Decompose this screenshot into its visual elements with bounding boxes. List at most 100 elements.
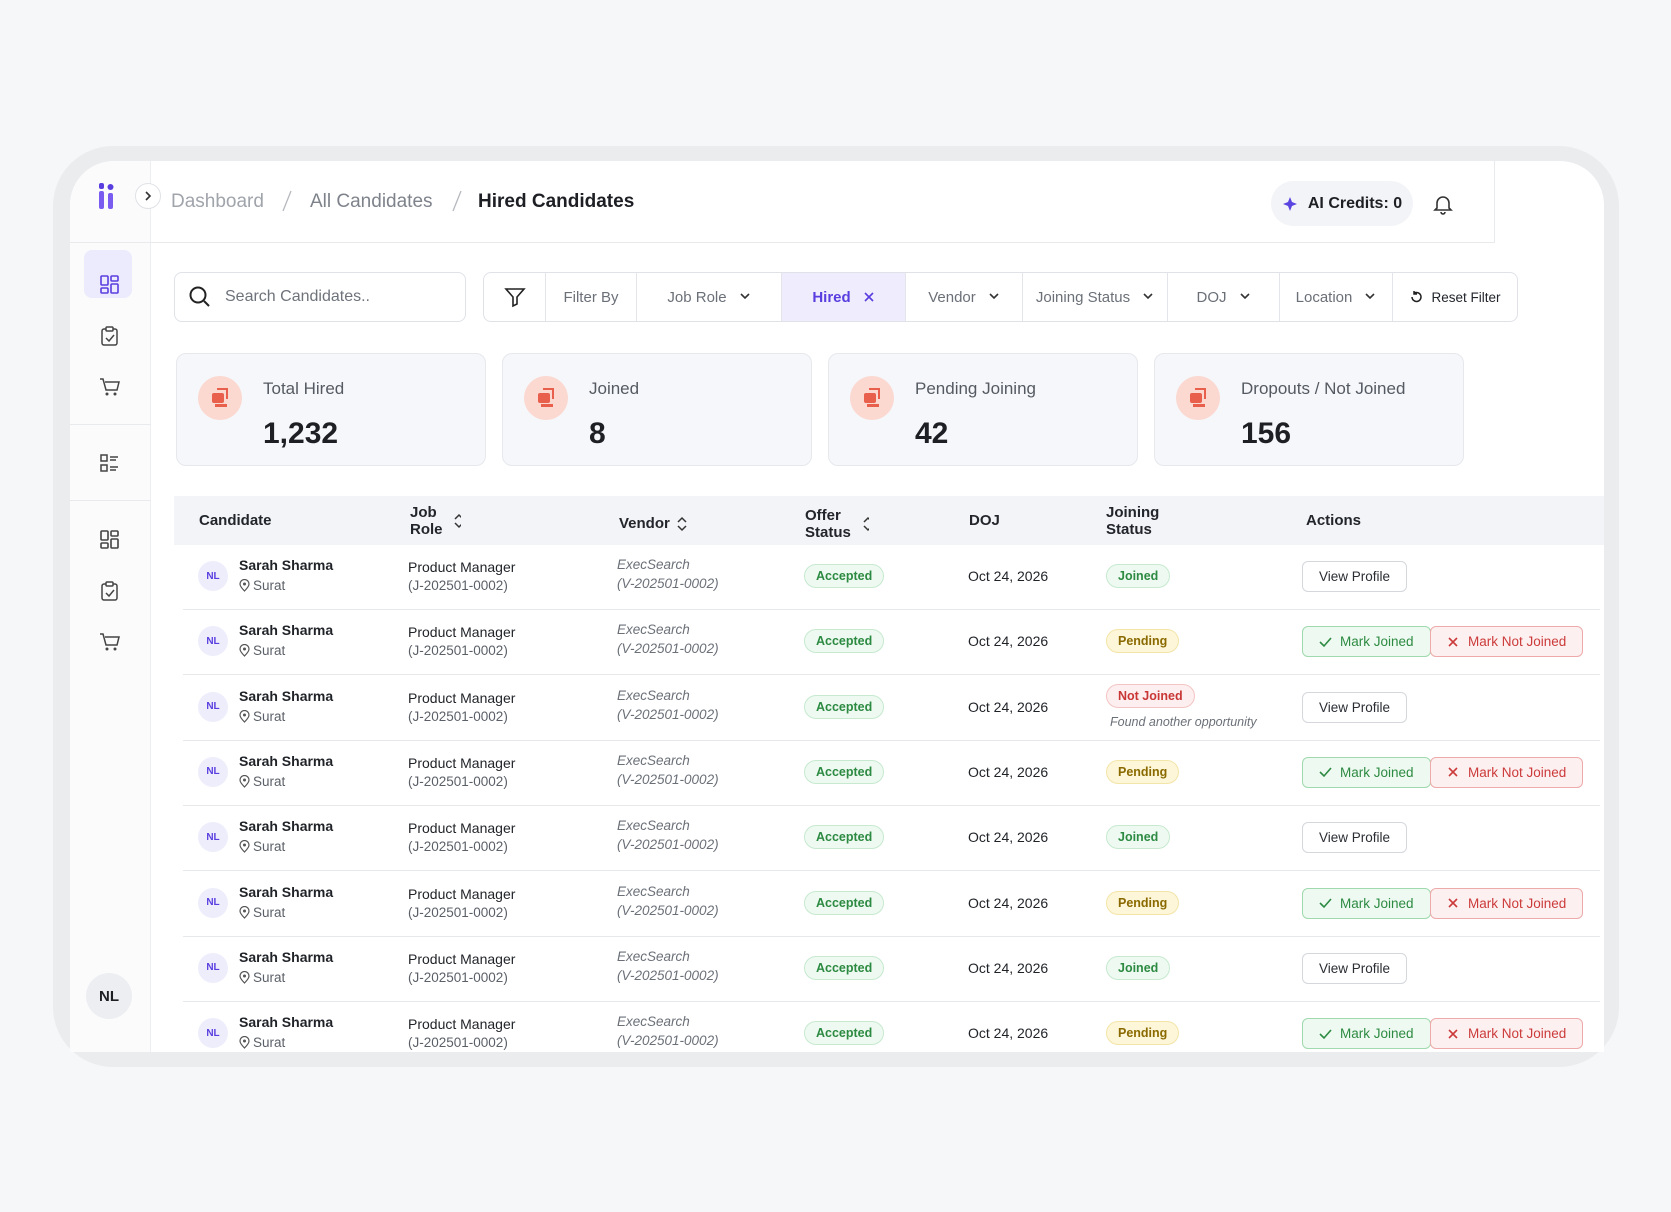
check-icon: [1319, 1029, 1332, 1039]
location-text: Surat: [253, 578, 286, 593]
candidate-location: Surat: [239, 774, 285, 789]
reset-filter[interactable]: Reset Filter: [1392, 273, 1517, 321]
column-label: DOJ: [969, 512, 1000, 529]
app-window: NL Dashboard All Candidates Hired Candid…: [70, 161, 1604, 1052]
doj: Oct 24, 2026: [968, 568, 1049, 584]
button-label: Mark Not Joined: [1468, 1026, 1567, 1042]
vendor: ExecSearch: [617, 818, 690, 834]
nav-icon[interactable]: [99, 274, 121, 296]
chevron-icon: [740, 293, 750, 300]
action-button[interactable]: Mark Not Joined: [1430, 887, 1584, 919]
stat-glyph: [864, 388, 880, 407]
action-button[interactable]: Mark Not Joined: [1430, 756, 1584, 788]
nav-icon[interactable]: [99, 580, 121, 602]
action-button[interactable]: Mark Joined: [1302, 756, 1431, 788]
filter-dropdown[interactable]: Job Role: [636, 273, 781, 321]
vendor: ExecSearch: [617, 557, 690, 572]
cross-icon: [1448, 898, 1458, 908]
nav-icon[interactable]: [99, 453, 121, 475]
reset-icon: [1411, 291, 1423, 303]
action-button[interactable]: View Profile: [1302, 561, 1408, 592]
filter-label: DOJ: [1196, 288, 1227, 306]
job-role: Product Manager: [408, 689, 516, 706]
pin-icon: [239, 709, 250, 723]
stat-card: Joined 8: [502, 353, 812, 466]
action-button[interactable]: Mark Joined: [1302, 887, 1431, 919]
candidate-location: Surat: [239, 643, 285, 658]
ai-credits[interactable]: AI Credits: 0: [1271, 181, 1413, 226]
offer-status: Accepted: [804, 825, 885, 850]
breadcrumb-link[interactable]: All Candidates: [310, 191, 433, 212]
filter-dropdown[interactable]: DOJ: [1167, 273, 1279, 321]
stat-glyph: [1190, 388, 1206, 407]
sort-icon[interactable]: [862, 516, 869, 532]
expand-button[interactable]: [135, 183, 161, 209]
filter-bar: Filter By Job Role Hired Vendor Joining Stat…: [483, 272, 1518, 322]
job-role: Product Manager: [408, 820, 516, 837]
table-row: NL Sarah Sharma Surat Product Manager (J-202…: [70, 1002, 1604, 1052]
filter-dropdown[interactable]: Joining Status: [1022, 273, 1167, 321]
column-label: Candidate: [199, 512, 272, 529]
bell-icon[interactable]: [1432, 193, 1454, 215]
action-button[interactable]: Mark Joined: [1302, 1018, 1431, 1050]
location-text: Surat: [253, 904, 286, 920]
joining-status: Not Joined: [1106, 683, 1195, 708]
filter-label: Job Role: [667, 288, 727, 306]
job-role: Product Manager: [408, 950, 516, 967]
filter-label: Hired: [812, 288, 851, 306]
nav-icon[interactable]: [99, 631, 121, 653]
nav-icon[interactable]: [99, 529, 121, 551]
location-text: Surat: [253, 643, 286, 659]
location-text: Surat: [253, 773, 286, 789]
action-button[interactable]: View Profile: [1302, 822, 1408, 854]
job-id: (J-202501-0002): [408, 969, 508, 985]
stat-label: Pending Joining: [915, 379, 1036, 398]
candidate-name: Sarah Sharma: [239, 687, 334, 704]
action-button[interactable]: Mark Not Joined: [1430, 1018, 1584, 1050]
joining-status: Pending: [1106, 890, 1180, 915]
column-label: Joining Status: [1106, 503, 1160, 538]
action-button[interactable]: View Profile: [1302, 952, 1408, 984]
filter-icon[interactable]: [484, 273, 545, 321]
search-input[interactable]: Search Candidates..: [174, 272, 466, 322]
stat-glyph: [538, 388, 554, 407]
column-header: Actions: [1306, 496, 1361, 545]
job-id: (J-202501-0002): [408, 1035, 508, 1051]
stat-card: Total Hired 1,232: [176, 353, 486, 466]
filter-dropdown[interactable]: Hired: [781, 273, 905, 321]
offer-status: Accepted: [804, 890, 885, 915]
joining-status: Joined: [1106, 564, 1171, 588]
action-button[interactable]: Mark Not Joined: [1430, 626, 1584, 658]
doj: Oct 24, 2026: [968, 1025, 1049, 1042]
job-role: Product Manager: [408, 559, 516, 575]
nav-icon[interactable]: [99, 376, 121, 398]
nav-icon[interactable]: [99, 325, 121, 347]
vendor-id: (V-202501-0002): [617, 641, 719, 657]
job-role: Product Manager: [408, 1016, 516, 1033]
row-divider: [183, 739, 1600, 741]
sort-icon[interactable]: [676, 516, 688, 532]
divider: [70, 500, 151, 501]
filter-dropdown[interactable]: Location: [1279, 273, 1392, 321]
candidate-location: Surat: [239, 905, 285, 920]
filter-dropdown[interactable]: Vendor: [905, 273, 1022, 321]
action-button[interactable]: View Profile: [1302, 691, 1408, 723]
button-label: Mark Joined: [1340, 764, 1414, 780]
candidate-location: Surat: [239, 709, 285, 724]
chevron-icon: [1143, 293, 1153, 300]
offer-status: Accepted: [804, 955, 885, 980]
offer-status: Accepted: [804, 694, 885, 719]
candidate-name: Sarah Sharma: [239, 557, 334, 573]
candidate-name: Sarah Sharma: [239, 1014, 334, 1031]
user-avatar[interactable]: NL: [86, 973, 132, 1019]
job-id: (J-202501-0002): [408, 839, 508, 855]
candidate-name: Sarah Sharma: [239, 622, 334, 639]
job-id: (J-202501-0002): [408, 643, 508, 659]
vendor: ExecSearch: [617, 622, 690, 638]
breadcrumb-link[interactable]: Dashboard: [171, 191, 264, 212]
action-button[interactable]: Mark Joined: [1302, 626, 1431, 658]
filter-label: Location: [1295, 288, 1353, 306]
column-label: Actions: [1306, 512, 1362, 529]
job-id: (J-202501-0002): [408, 578, 508, 593]
sort-icon[interactable]: [453, 513, 461, 529]
